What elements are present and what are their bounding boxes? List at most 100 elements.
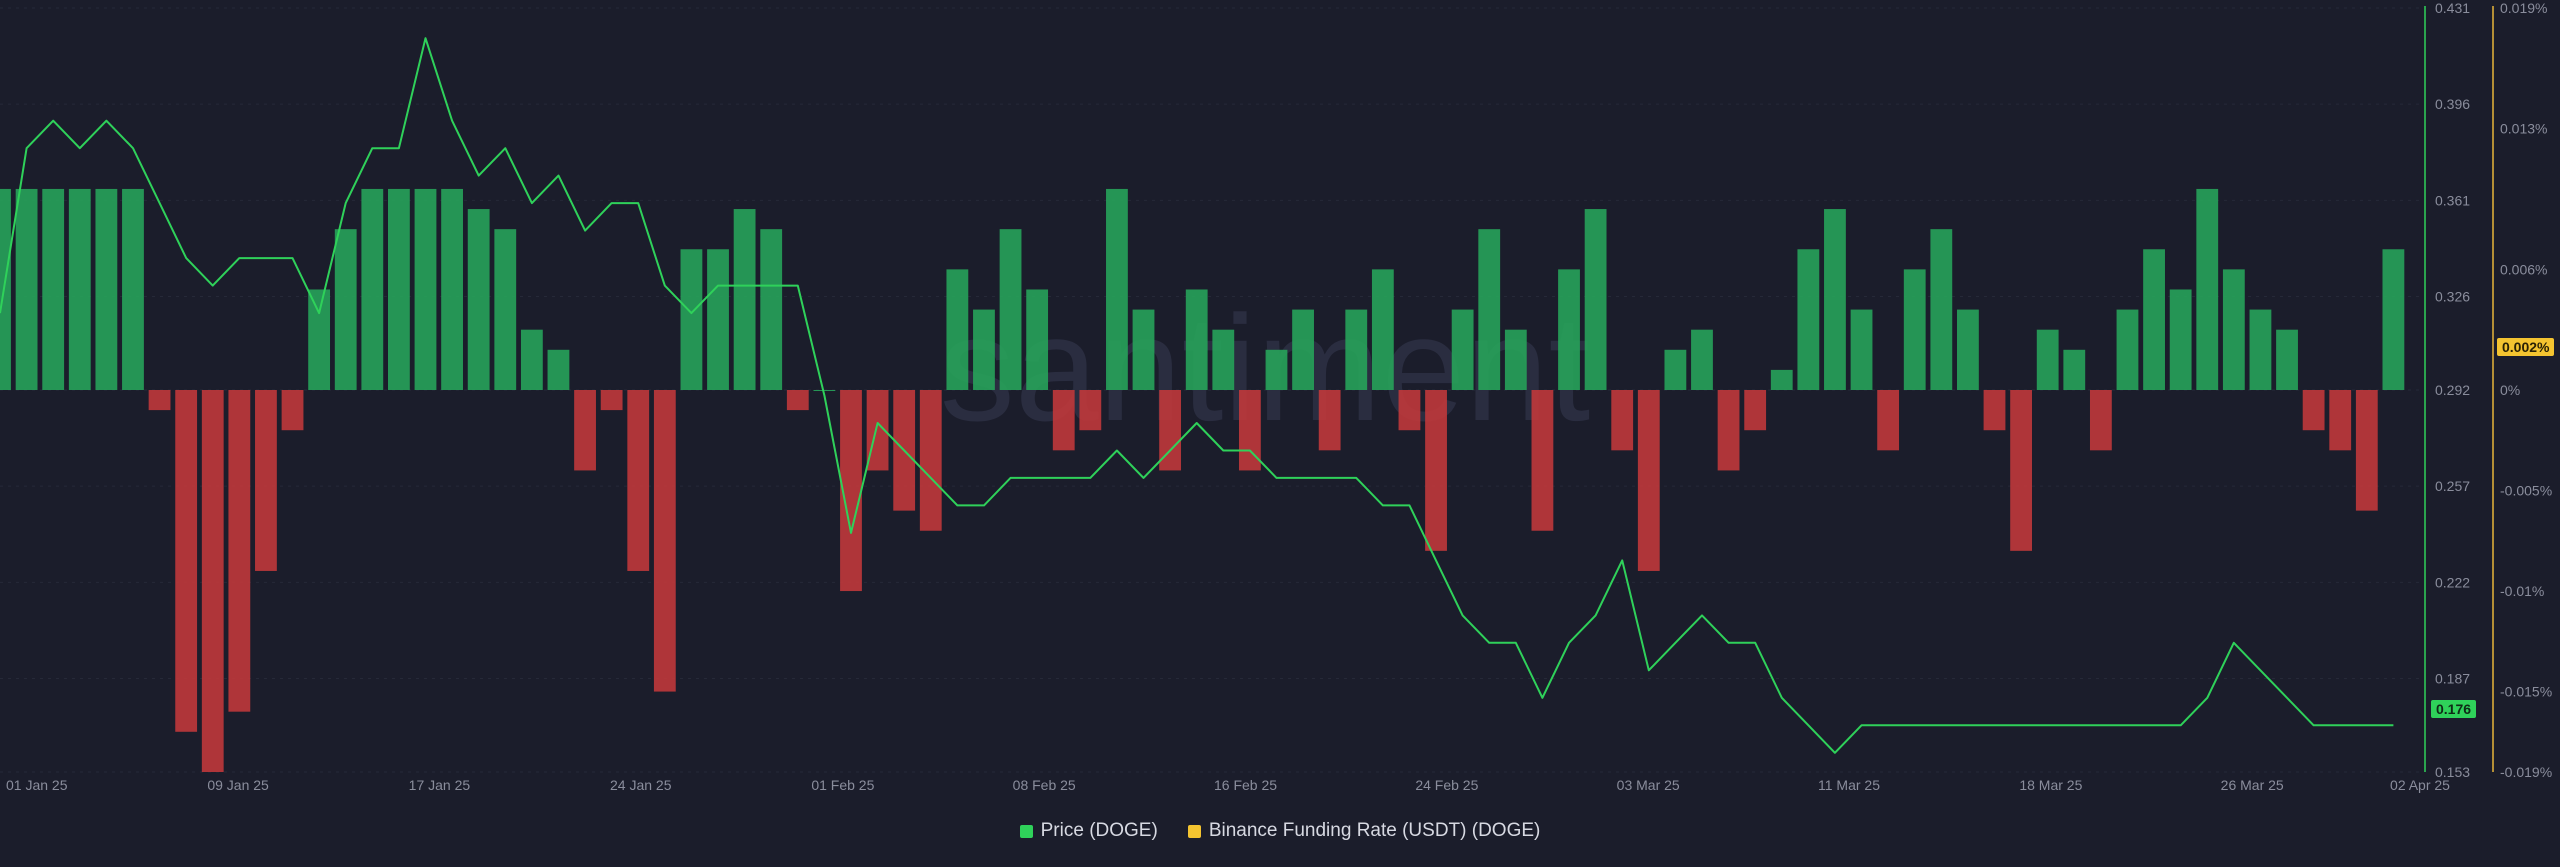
funding-bars <box>0 188 2405 772</box>
funding-last-badge: 0.002% <box>2497 338 2555 356</box>
funding-bar <box>866 390 889 471</box>
funding-tick-label: -0.015% <box>2500 684 2552 700</box>
funding-bar <box>1292 309 1314 390</box>
funding-bar <box>1212 329 1235 390</box>
funding-bar <box>2196 188 2219 390</box>
funding-bar <box>627 390 650 571</box>
x-tick-label: 11 Mar 25 <box>1818 777 1880 793</box>
funding-bar <box>1531 390 1554 531</box>
funding-bar <box>1930 229 1953 390</box>
price-tick-label: 0.222 <box>2435 574 2470 590</box>
funding-bar <box>1957 309 1979 390</box>
legend-swatch-price <box>1019 824 1033 838</box>
x-tick-label: 01 Feb 25 <box>811 777 874 793</box>
funding-bar <box>148 390 171 411</box>
price-tick-label: 0.396 <box>2435 96 2470 112</box>
funding-bar <box>1079 390 1102 431</box>
funding-tick-label: -0.019% <box>2500 764 2552 780</box>
funding-tick-label: 0.019% <box>2500 0 2547 16</box>
funding-bar <box>1744 390 1767 431</box>
funding-bar <box>707 249 729 390</box>
funding-bar <box>175 390 198 732</box>
funding-bar <box>1691 329 1713 390</box>
funding-bar <box>361 188 384 390</box>
funding-bar <box>2143 249 2165 390</box>
funding-bar <box>1637 390 1660 571</box>
funding-bar <box>786 390 809 411</box>
funding-bar <box>1504 329 1527 390</box>
funding-bar <box>760 229 783 390</box>
price-tick-label: 0.361 <box>2435 192 2470 208</box>
x-tick-label: 09 Jan 25 <box>207 777 269 793</box>
funding-bar <box>228 390 251 712</box>
legend-label-funding: Binance Funding Rate (USDT) (DOGE) <box>1208 820 1541 841</box>
legend-label-price: Price (DOGE) <box>1040 820 1158 841</box>
funding-tick-label: 0% <box>2500 382 2520 398</box>
x-tick-label: 03 Mar 25 <box>1617 777 1680 793</box>
funding-bar <box>95 188 118 390</box>
funding-bar <box>574 390 596 471</box>
funding-bar <box>334 229 357 390</box>
funding-bar <box>1265 349 1288 390</box>
funding-bar <box>1584 209 1607 390</box>
x-tick-label: 16 Feb 25 <box>1214 777 1277 793</box>
funding-bar <box>1611 390 1634 451</box>
funding-bar <box>1106 188 1128 390</box>
legend-item-price[interactable]: Price (DOGE) <box>1019 820 1158 842</box>
funding-bar <box>1903 269 1926 390</box>
x-tick-label: 24 Feb 25 <box>1415 777 1478 793</box>
funding-bar <box>201 390 224 772</box>
price-tick-label: 0.292 <box>2435 382 2470 398</box>
funding-bar <box>1983 390 2006 431</box>
funding-bar <box>2222 269 2245 390</box>
funding-bar <box>919 390 942 531</box>
funding-tick-label: 0.006% <box>2500 261 2547 277</box>
x-tick-label: 18 Mar 25 <box>2019 777 2082 793</box>
funding-bar <box>2329 390 2352 451</box>
funding-bar <box>2063 349 2086 390</box>
legend-item-funding[interactable]: Binance Funding Rate (USDT) (DOGE) <box>1187 820 1541 842</box>
funding-bar <box>1159 390 1182 471</box>
funding-tick-label: -0.005% <box>2500 483 2552 499</box>
funding-bar <box>1425 390 1447 551</box>
funding-bar <box>2089 390 2112 451</box>
funding-bar <box>999 229 1022 390</box>
funding-bar <box>840 390 862 592</box>
funding-bar <box>42 188 65 390</box>
funding-bar <box>1717 390 1740 471</box>
funding-bar <box>494 229 517 390</box>
funding-bar <box>2276 329 2298 390</box>
funding-bar <box>2116 309 2139 390</box>
price-line <box>0 37 2394 754</box>
x-tick-label: 01 Jan 25 <box>6 777 68 793</box>
funding-bar <box>600 390 623 411</box>
funding-bar <box>1371 269 1394 390</box>
funding-bar <box>15 188 38 390</box>
funding-bar <box>1398 390 1421 431</box>
legend: Price (DOGE) Binance Funding Rate (USDT)… <box>0 820 2560 842</box>
funding-bar <box>1026 289 1049 390</box>
funding-bar <box>1318 390 1341 451</box>
funding-bar <box>414 188 437 390</box>
funding-bar <box>2249 309 2272 390</box>
funding-axis-labels: 0.019% 0.013% 0.006% 0% -0.005% -0.01% -0.015%… <box>2500 0 2552 780</box>
funding-bar <box>2302 390 2325 431</box>
funding-bar <box>1850 309 1873 390</box>
x-axis-labels: 01 Jan 25 09 Jan 25 17 Jan 25 24 Jan 25 01 F… <box>6 777 2450 793</box>
funding-bar <box>813 390 836 391</box>
price-last-badge: 0.176 <box>2431 700 2477 718</box>
price-tick-label: 0.257 <box>2435 478 2470 494</box>
x-tick-label: 24 Jan 25 <box>610 777 672 793</box>
funding-bar <box>387 188 410 390</box>
x-tick-label: 02 Apr 25 <box>2390 777 2450 793</box>
funding-bar <box>1664 349 1687 390</box>
funding-bar <box>733 209 756 390</box>
funding-bar <box>1797 249 1820 390</box>
funding-bar <box>0 188 11 390</box>
funding-bar <box>1558 269 1580 390</box>
funding-bar <box>68 188 91 390</box>
funding-bar <box>2010 390 2033 551</box>
funding-bar <box>255 390 277 571</box>
funding-bar <box>1185 289 1208 390</box>
